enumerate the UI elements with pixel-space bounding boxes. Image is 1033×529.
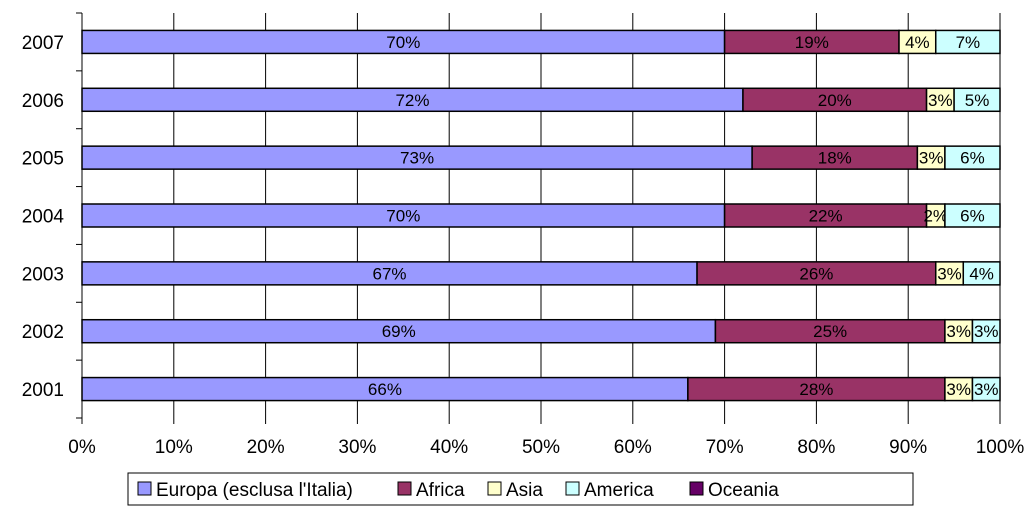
bar-segment [971, 376, 1001, 402]
x-tick-label: 50% [522, 437, 560, 458]
bar-data-label: 19% [795, 33, 829, 52]
bar-data-label: 25% [813, 322, 847, 341]
bar-data-label: 18% [818, 149, 852, 168]
bar-data-label: 67% [373, 264, 407, 283]
bar-data-label: 26% [799, 264, 833, 283]
category-label: 2002 [22, 322, 64, 343]
bar-data-label: 3% [974, 380, 999, 399]
bar-data-label: 20% [818, 91, 852, 110]
bar-segment [934, 29, 1001, 55]
legend-entry: Africa [416, 480, 465, 501]
category-label: 2001 [22, 380, 64, 401]
bar-segment [971, 318, 1001, 344]
bar-data-label: 7% [956, 33, 981, 52]
x-tick-label: 90% [889, 437, 927, 458]
bar-data-label: 73% [400, 149, 434, 168]
axes: 0% 10% 20% 30% 40% 50% 60% 70% 80% 90% 100% 2007 200… [22, 12, 1025, 458]
bar-data-label: 3% [928, 91, 953, 110]
bar-segment [944, 145, 1001, 170]
bar-data-label: 3% [946, 380, 971, 399]
legend-entry: Europa (esclusa l'Italia) [156, 480, 353, 501]
bar-data-label: 3% [919, 149, 944, 168]
legend-swatch [137, 481, 152, 496]
x-tick-label: 30% [338, 437, 376, 458]
category-label: 2006 [22, 91, 64, 112]
bars: 70% 19% 4% 7% 72% 20% 3% 5% 73% 18% 3% 6% 70% 22% 2% 6%… [81, 29, 1001, 402]
x-tick-label: 80% [797, 437, 835, 458]
bar-data-label: 3% [946, 322, 971, 341]
legend-swatch [487, 481, 502, 496]
bar-data-label: 28% [799, 380, 833, 399]
legend-swatch [397, 481, 412, 496]
legend-entry: America [584, 480, 654, 501]
legend-swatch [565, 481, 580, 496]
bar-data-label: 69% [382, 322, 416, 341]
x-tick-label: 0% [68, 437, 96, 458]
bar-segment [962, 261, 1001, 286]
x-tick-label: 40% [430, 437, 468, 458]
x-tick-label: 10% [155, 437, 193, 458]
legend: Europa (esclusa l'Italia) Africa Asia Ameri… [127, 472, 914, 506]
bar-data-label: 4% [905, 33, 930, 52]
bar-data-label: 6% [960, 207, 985, 226]
bar-data-label: 3% [937, 264, 962, 283]
x-tick-label: 100% [976, 437, 1025, 458]
bar-data-label: 6% [960, 149, 985, 168]
bar-data-label: 70% [386, 207, 420, 226]
bar-data-label: 4% [969, 264, 994, 283]
bar-data-label: 22% [809, 207, 843, 226]
legend-swatch [689, 481, 704, 496]
bar-data-label: 2% [923, 207, 948, 226]
legend-box [127, 472, 914, 506]
bar-data-label: 66% [368, 380, 402, 399]
category-label: 2003 [22, 264, 64, 285]
bar-segment [944, 203, 1001, 228]
legend-entry: Oceania [708, 480, 779, 501]
bar-data-label: 70% [386, 33, 420, 52]
x-tick-label: 70% [706, 437, 744, 458]
legend-entry: Asia [506, 480, 543, 501]
bar-segment [953, 87, 1001, 113]
bar-data-label: 5% [965, 91, 990, 110]
category-label: 2004 [22, 207, 65, 228]
x-tick-label: 20% [247, 437, 285, 458]
bar-data-label: 72% [395, 91, 429, 110]
category-label: 2007 [22, 33, 64, 54]
x-tick-label: 60% [614, 437, 652, 458]
category-label: 2005 [22, 149, 64, 170]
bar-data-label: 3% [974, 322, 999, 341]
